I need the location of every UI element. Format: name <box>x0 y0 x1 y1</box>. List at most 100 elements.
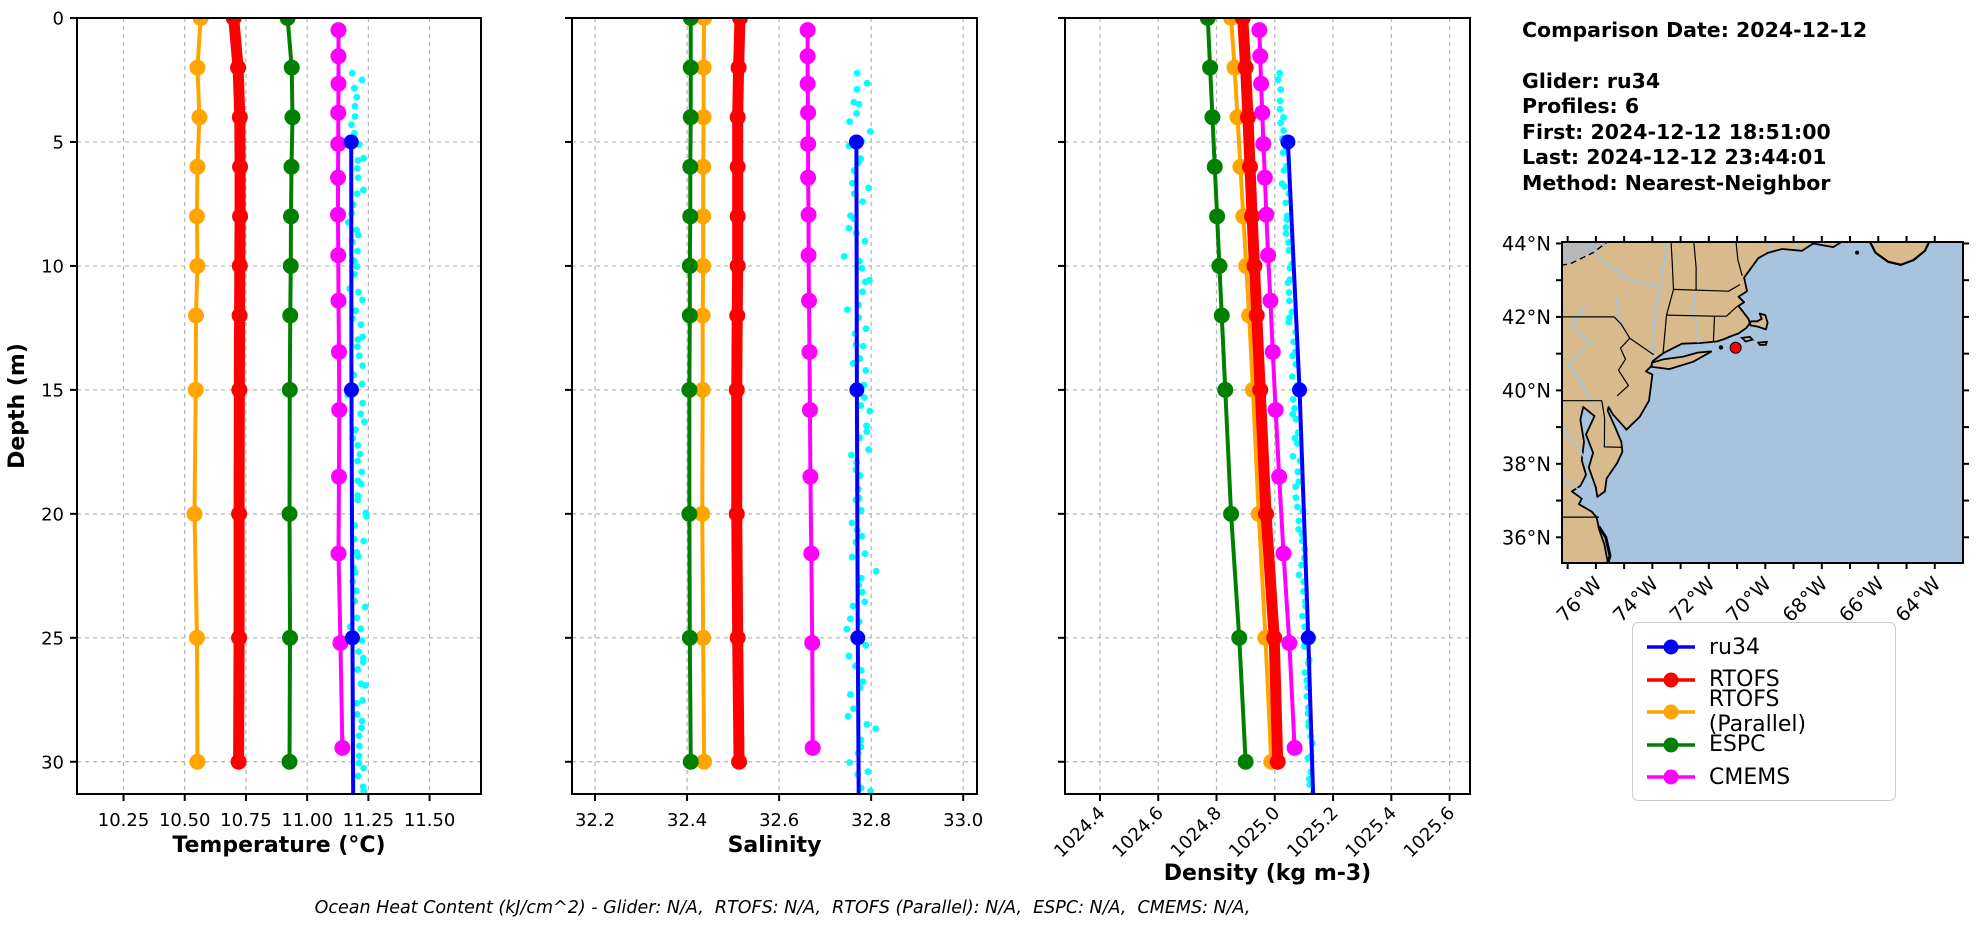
legend-line-marker-icon <box>1647 704 1695 720</box>
marthas-vineyard <box>1739 335 1755 343</box>
international-border <box>1562 242 1609 266</box>
legend: ru34 RTOFS RTOFS (Parallel) ESPC CMEMS <box>1632 622 1896 801</box>
state-borders <box>1562 242 1743 518</box>
map-lat-label: 42°N <box>1502 306 1551 329</box>
legend-label: ru34 <box>1709 634 1760 660</box>
temperature-series-espc <box>279 18 301 770</box>
salinity-series-ru34 <box>848 134 866 794</box>
density-series-espc <box>1199 18 1254 770</box>
salinity-xtick-label: 32.2 <box>575 810 615 831</box>
density-xtick-label: 1025.6 <box>1400 803 1459 862</box>
temperature-series-rtofs <box>225 18 249 770</box>
temperature-xtick-label: 11.00 <box>281 810 333 831</box>
temperature-series-ru34 <box>343 134 360 794</box>
legend-item-ru34: ru34 <box>1645 631 1883 664</box>
depth-tick-label: 5 <box>53 132 64 153</box>
map-lat-label: 38°N <box>1502 453 1551 476</box>
depth-tick-label: 15 <box>41 380 64 401</box>
temperature-xtick-label: 10.50 <box>159 810 211 831</box>
long-island <box>1650 350 1713 371</box>
map-frame <box>1561 241 1964 564</box>
map-lat-label: 44°N <box>1502 232 1551 255</box>
density-xtick-label: 1025.4 <box>1341 803 1400 862</box>
map-lon-label: 70°W <box>1722 572 1776 626</box>
map-lon-label: 74°W <box>1609 572 1663 626</box>
canada-area <box>1562 242 1610 266</box>
profile-charts-svg: 10.25 10.50 10.75 11.00 11.25 11.50 0 5 10 15 20 25… <box>5 9 1471 886</box>
density-xaxis-label: Density (kg m-3) <box>1164 861 1372 886</box>
map-content <box>1562 242 1963 563</box>
comparison-date-text: Comparison Date: 2024-12-12 <box>1522 18 1868 42</box>
density-series-ru34 <box>1280 134 1316 794</box>
mainland-landmass <box>1562 242 1844 563</box>
legend-item-rtofs: RTOFS <box>1645 664 1883 697</box>
small-island <box>1855 250 1860 255</box>
salinity-xtick-label: 32.6 <box>759 810 799 831</box>
density-xtick-label: 1024.6 <box>1108 803 1167 862</box>
temperature-series-rtofs-parallel- <box>186 18 209 770</box>
salinity-xtick-label: 32.4 <box>667 810 707 831</box>
salinity-axes-frame <box>571 17 978 795</box>
outer-banks <box>1597 525 1612 563</box>
info-panel: Comparison Date: 2024-12-12 Glider: ru34… <box>1522 18 1867 196</box>
map-lat-label: 36°N <box>1502 526 1551 549</box>
legend-line-marker-icon <box>1647 769 1695 785</box>
salinity-chart: 32.2 32.4 32.6 32.8 33.0 Salinity <box>565 17 983 858</box>
salinity-xtick-label: 33.0 <box>943 810 983 831</box>
depth-tick-label: 10 <box>41 256 64 277</box>
map-lon-label: 64°W <box>1891 572 1945 626</box>
legend-label: RTOFS (Parallel) <box>1708 687 1807 738</box>
density-xtick-label: 1025.0 <box>1225 803 1284 862</box>
density-series-cmems <box>1251 22 1303 756</box>
temperature-xtick-label: 11.25 <box>343 810 395 831</box>
legend-line-marker-icon <box>1647 639 1695 655</box>
density-series-rtofs <box>1234 18 1286 770</box>
depth-tick-label: 0 <box>53 9 64 30</box>
temperature-xtick-label: 10.25 <box>98 810 150 831</box>
glider-name-text: Glider: ru34 <box>1522 68 1661 93</box>
legend-label: RTOFS <box>1709 667 1780 693</box>
temperature-xaxis-label: Temperature (°C) <box>172 833 385 858</box>
map-lon-label: 66°W <box>1834 572 1888 626</box>
info-gap <box>1522 44 1867 69</box>
map-lon-label: 76°W <box>1552 572 1606 626</box>
depth-tick-label: 30 <box>41 752 64 773</box>
depth-tick-label: 20 <box>41 504 64 525</box>
legend-line-marker-icon <box>1647 672 1695 688</box>
depth-axis-label: Depth (m) <box>5 343 30 469</box>
map-lon-label: 72°W <box>1665 572 1719 626</box>
block-island <box>1718 345 1724 350</box>
salinity-grid <box>572 18 977 794</box>
profiles-count-text: Profiles: 6 <box>1522 94 1640 118</box>
ohc-footnote: Ocean Heat Content (kJ/cm^2) - Glider: N… <box>314 898 1251 918</box>
temperature-xtick-label: 11.50 <box>404 810 456 831</box>
salinity-series-rtofs <box>728 18 748 770</box>
location-map: 44°N 42°N 40°N 38°N 36°N76°W 74°W 72°W 70°W 68°W… <box>1502 232 1969 627</box>
legend-item-cmems: CMEMS <box>1645 761 1883 794</box>
salinity-xtick-label: 32.8 <box>851 810 891 831</box>
temperature-chart: 10.25 10.50 10.75 11.00 11.25 11.50 0 5 10 15 20 25… <box>5 9 482 858</box>
nova-scotia <box>1868 242 1931 266</box>
temperature-grid <box>77 18 481 794</box>
density-xtick-label: 1025.2 <box>1283 803 1342 862</box>
temperature-glider-raw-points <box>344 69 370 794</box>
map-lon-label: 68°W <box>1778 572 1832 626</box>
salinity-glider-raw-points <box>840 69 880 794</box>
density-xtick-label: 1024.4 <box>1050 803 1109 862</box>
temperature-axes-frame <box>76 17 482 795</box>
salinity-series-espc <box>681 18 699 770</box>
temperature-xtick-label: 10.75 <box>220 810 272 831</box>
last-time-text: Last: 2024-12-12 23:44:01 <box>1522 145 1827 169</box>
density-axes-frame <box>1064 17 1471 795</box>
legend-line-marker-icon <box>1647 737 1695 753</box>
density-xtick-label: 1024.8 <box>1167 803 1226 862</box>
legend-item-rtofs-parallel-: RTOFS (Parallel) <box>1645 687 1883 737</box>
salinity-xaxis-label: Salinity <box>728 833 822 858</box>
salinity-series-cmems <box>799 22 821 756</box>
legend-label: ESPC <box>1709 732 1766 758</box>
glider-position-marker <box>1729 341 1742 354</box>
legend-label: CMEMS <box>1709 764 1791 790</box>
legend-item-espc: ESPC <box>1645 729 1883 762</box>
method-text: Method: Nearest-Neighbor <box>1522 170 1831 195</box>
